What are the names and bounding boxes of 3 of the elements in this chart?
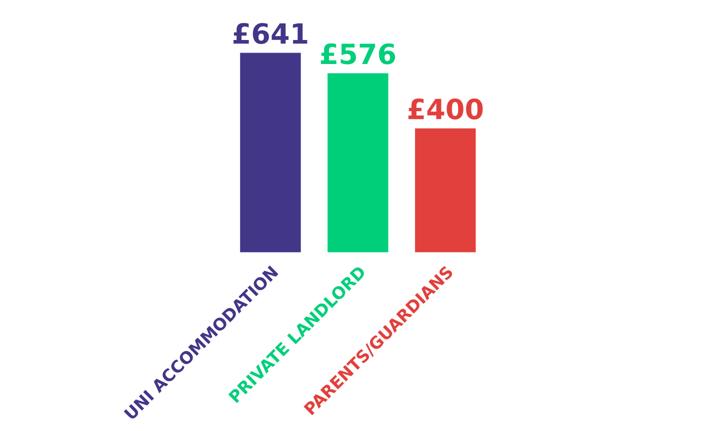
data-label: £576	[320, 43, 396, 64]
data-label: £400	[408, 98, 483, 120]
data-label: £641	[234, 22, 308, 44]
